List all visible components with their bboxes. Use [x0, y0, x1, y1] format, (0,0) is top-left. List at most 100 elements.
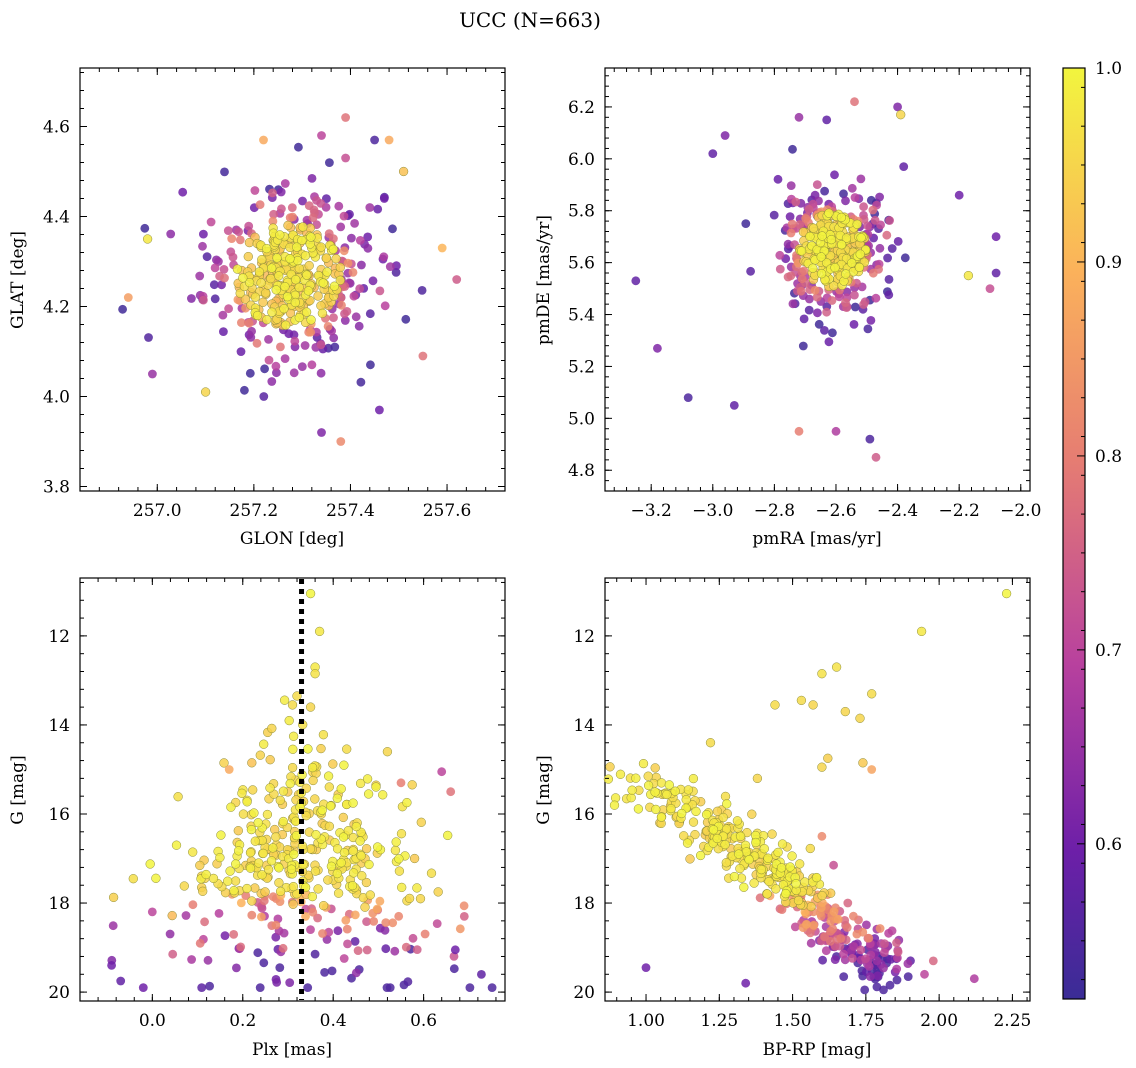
scatter-point [333, 926, 343, 936]
scatter-point [264, 335, 273, 344]
scatter-point [306, 925, 315, 934]
scatter-point [288, 899, 298, 909]
y-tick-labels: 12 14 16 18 20 [48, 627, 70, 1003]
scatter-point [247, 896, 257, 906]
scatter-point [394, 866, 405, 876]
scatter-point [247, 326, 256, 336]
y-tick-labels: 3.8 4.0 4.2 4.4 4.6 [43, 118, 70, 498]
scatter-point [762, 889, 772, 899]
scatter-point [775, 250, 785, 260]
scatter-point [802, 919, 811, 929]
scatter-point [303, 744, 313, 754]
scatter-point [287, 203, 297, 213]
scatter-point [288, 881, 299, 892]
scatter-point [861, 954, 870, 964]
x-tick-label: 0.6 [410, 1011, 437, 1031]
scatter-point [307, 762, 318, 773]
scatter-point [242, 883, 252, 894]
scatter-point [259, 392, 269, 401]
scatter-point [850, 290, 859, 300]
scatter-point [360, 902, 370, 912]
scatter-point [233, 846, 244, 856]
scatter-point [795, 859, 805, 869]
scatter-point [338, 832, 349, 842]
scatter-point [808, 223, 819, 233]
scatter-point [220, 931, 230, 940]
scatter-point [859, 300, 868, 309]
scatter-point [278, 943, 288, 953]
scatter-point [755, 893, 765, 903]
scatter-point [220, 167, 229, 177]
scatter-point [712, 833, 722, 844]
scatter-point [317, 131, 326, 140]
x-tick-label: −2.6 [815, 501, 856, 521]
scatter-point [821, 946, 831, 956]
scatter-point [288, 731, 299, 741]
scatter-point [258, 297, 268, 307]
scatter-point [388, 224, 397, 234]
scatter-point [310, 866, 321, 876]
scatter-point [662, 789, 672, 800]
scatter-point [316, 743, 326, 754]
scatter-point [274, 863, 284, 873]
scatter-point [800, 877, 810, 887]
scatter-point [171, 840, 182, 850]
scatter-point [322, 267, 332, 277]
scatter-point [369, 917, 379, 926]
scatter-point [243, 251, 253, 262]
x-tick-labels: 257.0 257.2 257.4 257.6 [133, 501, 471, 521]
scatter-point [796, 695, 807, 706]
scatter-point [805, 843, 815, 854]
panel-glon-glat: 257.0 257.2 257.4 257.6 3.8 4.0 4.2 4.4 4.6 GLO… [8, 67, 506, 549]
scatter-point [928, 956, 938, 966]
scatter-point [683, 785, 694, 795]
scatter-point [202, 252, 212, 262]
scatter-point [790, 922, 800, 932]
scatter-point [842, 923, 852, 932]
scatter-point [228, 252, 238, 262]
scatter-point [328, 759, 338, 769]
scatter-point [418, 351, 428, 361]
scatter-point [415, 894, 426, 904]
scatter-point [274, 878, 284, 888]
scatter-point [198, 241, 207, 251]
scatter-point [816, 252, 826, 262]
scatter-point [318, 929, 327, 938]
scatter-point [323, 322, 333, 331]
scatter-point [720, 839, 730, 850]
scatter-point [275, 963, 285, 972]
scatter-point [830, 262, 840, 273]
scatter-point [294, 142, 303, 152]
scatter-point [651, 804, 661, 815]
scatter-point [867, 689, 877, 699]
scatter-point [887, 244, 897, 253]
scatter-point [741, 219, 751, 229]
scatter-point [297, 235, 307, 246]
scatter-point [875, 192, 884, 202]
scatter-point [398, 166, 409, 177]
scatter-point [147, 907, 157, 917]
scatter-point [248, 785, 258, 795]
scatter-point [690, 829, 700, 840]
scatter-point [236, 898, 246, 908]
scatter-point [366, 360, 375, 370]
scatter-point [249, 808, 259, 818]
scatter-point [841, 196, 850, 206]
scatter-point [843, 898, 853, 908]
scatter-point [339, 246, 349, 256]
scatter-point [884, 275, 894, 284]
scatter-point [433, 887, 443, 897]
scatter-point [304, 201, 314, 211]
y-tick-label: 12 [573, 627, 595, 647]
axes-frame [604, 577, 1031, 1002]
scatter-point [220, 273, 229, 283]
scatter-point [806, 938, 816, 948]
scatter-point [916, 626, 927, 637]
scatter-point [272, 253, 282, 263]
scatter-point [138, 983, 148, 992]
scatter-point [823, 753, 833, 763]
scatter-point [235, 288, 245, 298]
y-tick-labels: 4.8 5.0 5.2 5.4 5.6 5.8 6.0 6.2 [568, 98, 595, 481]
scatter-point [650, 763, 660, 773]
scatter-point [858, 927, 868, 937]
